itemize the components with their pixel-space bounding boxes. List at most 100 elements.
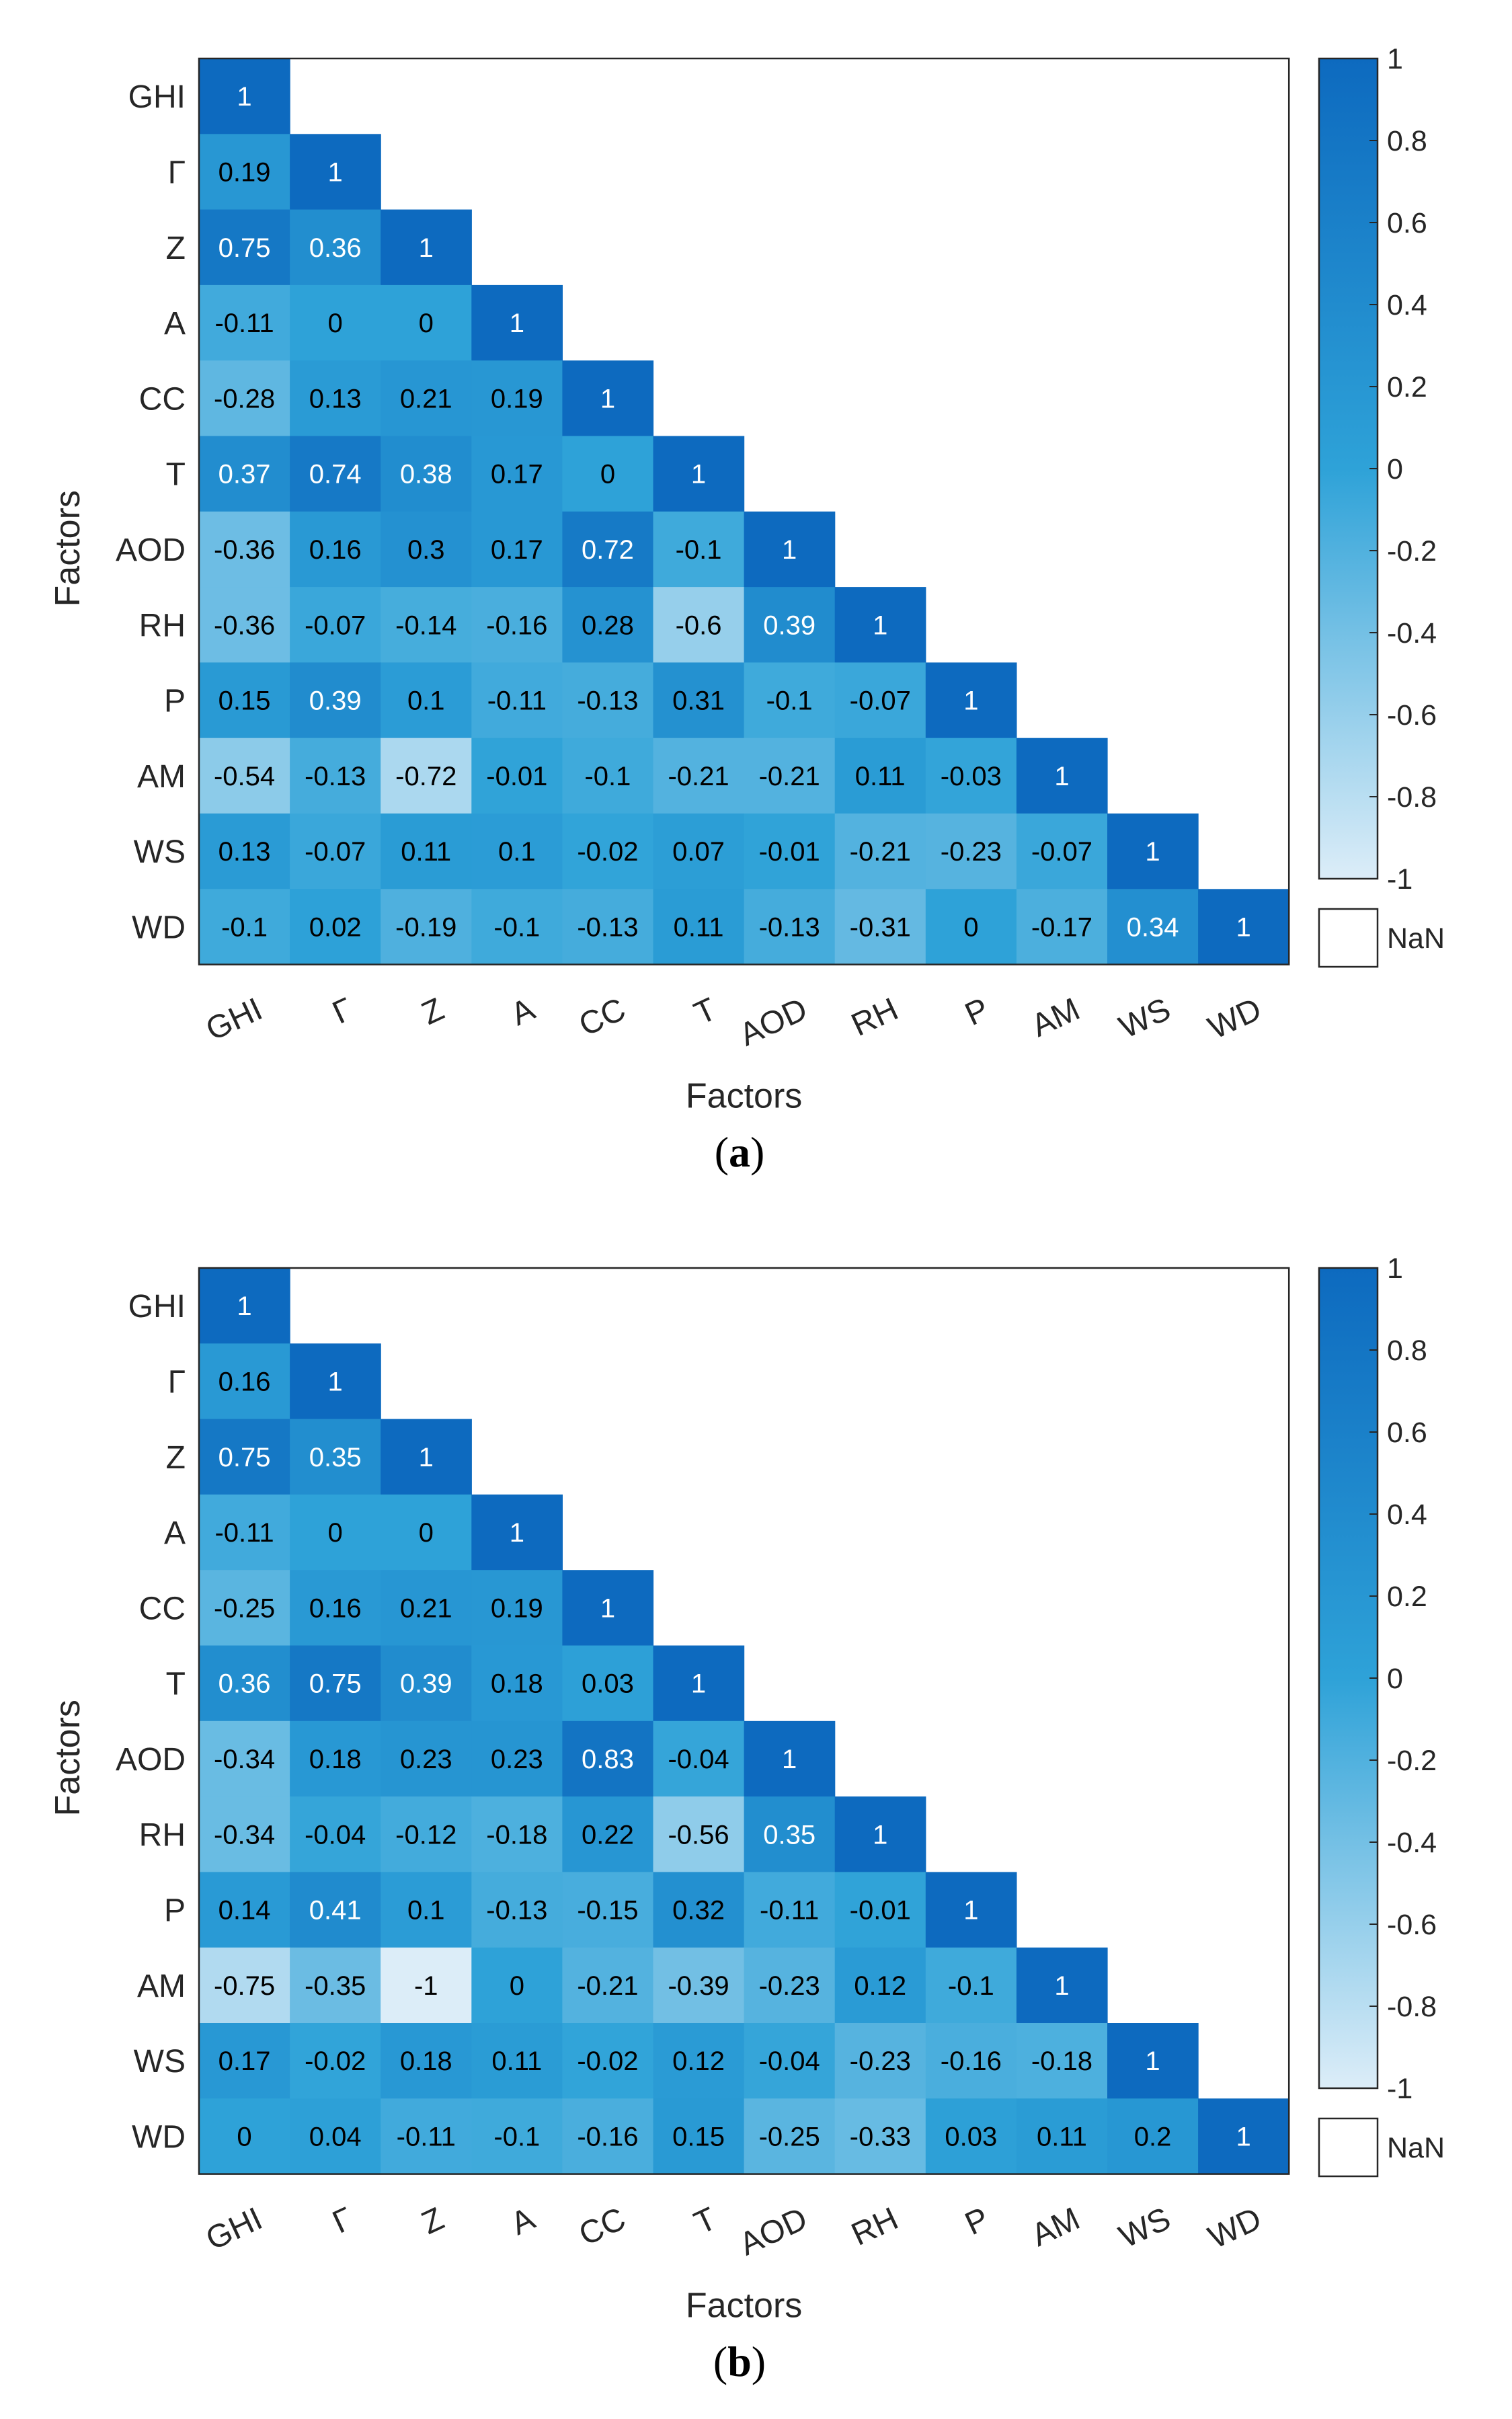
x-tick-label: GHI bbox=[200, 2201, 268, 2258]
cell-value-label: 0.39 bbox=[400, 1669, 452, 1699]
y-tick-label: P bbox=[164, 684, 186, 719]
heatmap-cell bbox=[381, 1645, 472, 1722]
heatmap-cell bbox=[925, 814, 1017, 889]
x-tick-label: Z bbox=[416, 2201, 449, 2242]
x-tick-label: AM bbox=[1026, 992, 1085, 1044]
nan-label: NaN bbox=[1387, 922, 1445, 955]
heatmap-cell bbox=[199, 1645, 290, 1722]
cell-value-label: 0.03 bbox=[945, 2122, 997, 2151]
cell-value-label: 1 bbox=[510, 309, 524, 338]
heatmap-cell bbox=[562, 738, 654, 814]
heatmap-cell bbox=[471, 284, 563, 361]
heatmap-cell bbox=[562, 662, 654, 739]
cell-value-label: -0.04 bbox=[668, 1745, 729, 1774]
heatmap-cell bbox=[471, 814, 563, 889]
y-tick-label: CC bbox=[139, 381, 186, 417]
heatmap-cell bbox=[1107, 889, 1199, 965]
cell-value-label: -0.34 bbox=[214, 1820, 275, 1850]
heatmap-cell bbox=[199, 889, 290, 965]
cell-value-label: 0.16 bbox=[218, 1367, 271, 1396]
cell-value-label: -0.18 bbox=[486, 1820, 547, 1850]
y-axis-title: Factors bbox=[48, 490, 87, 606]
cell-value-label: -0.16 bbox=[486, 610, 547, 640]
cell-value-label: -0.11 bbox=[397, 2122, 456, 2151]
cell-value-label: -0.01 bbox=[850, 1896, 911, 1926]
cell-value-label: 0.31 bbox=[672, 686, 725, 716]
heatmap-cell bbox=[290, 662, 381, 739]
heatmap-cell bbox=[471, 1494, 563, 1571]
heatmap-cell bbox=[381, 587, 472, 663]
heatmap-cell bbox=[653, 1947, 745, 2024]
heatmap-cell bbox=[562, 889, 654, 965]
cell-value-label: 0.39 bbox=[309, 686, 362, 716]
cell-value-label: -0.25 bbox=[759, 2122, 820, 2151]
heatmap-cell bbox=[744, 1796, 836, 1872]
heatmap-cell bbox=[562, 1947, 654, 2024]
heatmap-cell bbox=[471, 1645, 563, 1722]
heatmap-cell bbox=[290, 587, 381, 663]
heatmap-cell bbox=[1107, 814, 1199, 889]
cell-value-label: -0.23 bbox=[941, 837, 1002, 867]
cell-value-label: 0.17 bbox=[491, 535, 543, 565]
cell-value-label: 0.13 bbox=[309, 384, 362, 413]
x-tick-label: WS bbox=[1114, 992, 1176, 1046]
cell-value-label: 0 bbox=[328, 1518, 343, 1548]
nan-label: NaN bbox=[1387, 2132, 1445, 2164]
cell-value-label: 0.74 bbox=[309, 460, 362, 489]
cell-value-label: 0.22 bbox=[582, 1820, 634, 1850]
cell-value-label: 0.37 bbox=[218, 460, 271, 489]
cell-value-label: 1 bbox=[510, 1518, 524, 1548]
x-tick-label: Γ bbox=[327, 2201, 358, 2241]
colorbar bbox=[1318, 1267, 1379, 2090]
y-tick-label: Z bbox=[166, 231, 186, 266]
heatmap-cell bbox=[562, 814, 654, 889]
cell-value-label: 1 bbox=[782, 1745, 797, 1774]
cell-value-label: 0.13 bbox=[218, 837, 271, 867]
heatmap-cell bbox=[653, 814, 745, 889]
cell-value-label: -0.21 bbox=[850, 837, 911, 867]
heatmap-cell bbox=[199, 1796, 290, 1872]
cell-value-label: -0.11 bbox=[214, 1518, 274, 1548]
cell-value-label: -0.39 bbox=[668, 1971, 729, 2001]
heatmap-cell bbox=[199, 1570, 290, 1647]
colorbar-tick-label: 0.6 bbox=[1387, 207, 1427, 239]
cell-value-label: 0 bbox=[963, 912, 978, 942]
cell-value-label: 0.1 bbox=[407, 1896, 445, 1926]
cell-value-label: 0.3 bbox=[407, 535, 445, 565]
y-tick-label: AM bbox=[137, 1969, 186, 2004]
heatmap-cell bbox=[381, 1947, 472, 2024]
cell-value-label: 0.2 bbox=[1134, 2122, 1172, 2151]
heatmap-cell bbox=[562, 1645, 654, 1722]
heatmap-cell bbox=[744, 1720, 836, 1797]
heatmap-cell bbox=[199, 587, 290, 663]
heatmap-cell bbox=[834, 2098, 926, 2175]
cell-value-label: -0.36 bbox=[214, 535, 275, 565]
y-tick-label: WS bbox=[134, 2044, 186, 2079]
heatmap-cell bbox=[471, 2023, 563, 2099]
heatmap-cell bbox=[834, 738, 926, 814]
heatmap-cell bbox=[381, 1570, 472, 1647]
cell-value-label: -0.19 bbox=[395, 912, 456, 942]
x-tick-label: GHI bbox=[200, 992, 268, 1048]
heatmap-cell bbox=[381, 1720, 472, 1797]
heatmap-cell bbox=[562, 587, 654, 663]
colorbar-tick-label: -0.6 bbox=[1387, 1909, 1437, 1941]
heatmap-cell bbox=[290, 2023, 381, 2099]
heatmap-cell bbox=[290, 1343, 381, 1420]
heatmap-cell bbox=[471, 1720, 563, 1797]
cell-value-label: -0.1 bbox=[221, 912, 268, 942]
x-tick-label: P bbox=[960, 992, 994, 1033]
heatmap-cell bbox=[199, 1343, 290, 1420]
cell-value-label: -0.34 bbox=[214, 1745, 275, 1774]
heatmap-cell bbox=[199, 2023, 290, 2099]
heatmap-cell bbox=[471, 889, 563, 965]
heatmap-cell bbox=[471, 1796, 563, 1872]
x-tick-label: A bbox=[506, 992, 540, 1033]
cell-value-label: -0.25 bbox=[214, 1593, 275, 1623]
heatmap-cell bbox=[562, 1570, 654, 1647]
cell-value-label: -0.02 bbox=[577, 2047, 638, 2076]
heatmap-cell bbox=[381, 889, 472, 965]
heatmap-cell bbox=[290, 284, 381, 361]
heatmap-cell bbox=[653, 1720, 745, 1797]
cell-value-label: 0.17 bbox=[218, 2047, 271, 2076]
